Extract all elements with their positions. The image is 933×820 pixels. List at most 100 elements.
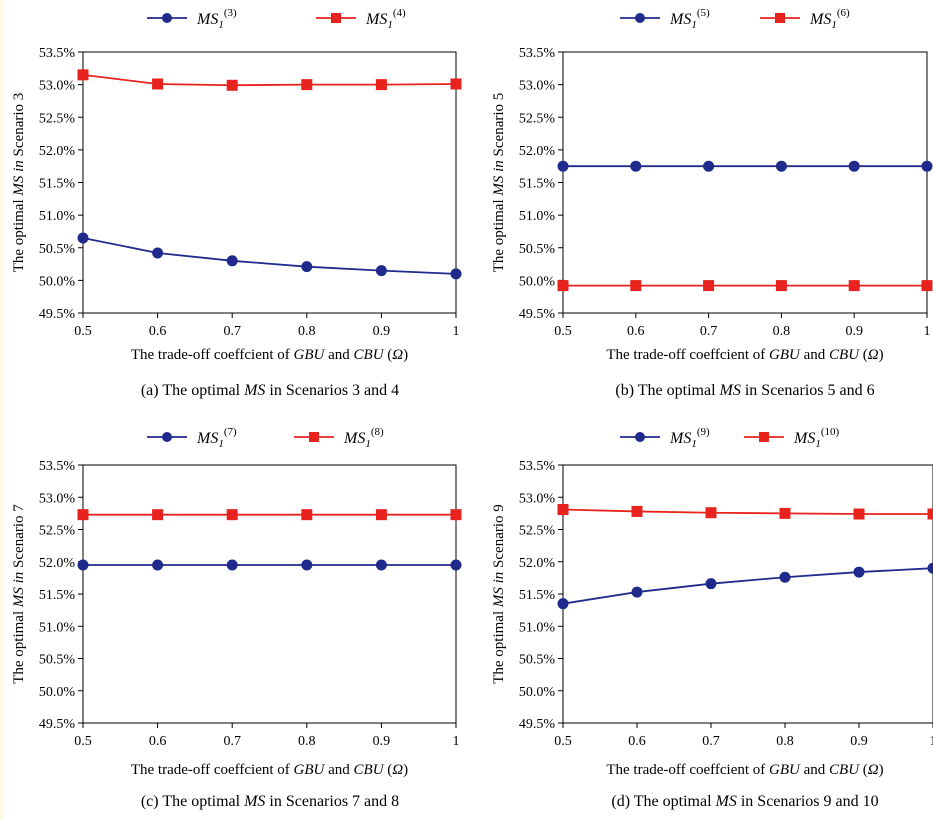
legend-label: MS1(4) — [365, 7, 406, 31]
y-tick-label: 51.0% — [519, 209, 556, 224]
data-point-square — [631, 505, 643, 517]
legend-marker-circle — [635, 13, 645, 23]
chart-panel-4: 49.5% 50.0% 50.5% 51.0% 51.5% 52.0% 52.5% 53.0%… — [491, 426, 933, 810]
y-axis-label: The optimal MS in Scenario 9 — [491, 504, 507, 684]
data-point-circle — [705, 578, 717, 590]
data-point-circle — [77, 232, 89, 244]
x-tick-label: 0.5 — [74, 734, 92, 749]
x-tick-label: 0.5 — [554, 324, 572, 339]
x-tick-label: 0.5 — [554, 734, 572, 749]
data-point-square — [853, 508, 865, 520]
legend-marker-square — [775, 13, 785, 23]
legend-marker-square — [309, 432, 319, 442]
y-tick-label: 52.5% — [39, 111, 76, 126]
y-tick-label: 53.0% — [39, 79, 76, 94]
y-tick-label: 49.5% — [39, 307, 76, 322]
chart-panel-1: 49.5% 50.0% 50.5% 51.0% 51.5% 52.0% 52.5% 53.0%… — [11, 7, 462, 399]
y-tick-label: 52.0% — [519, 556, 556, 571]
legend-label: MS1(8) — [343, 426, 384, 450]
legend-label: MS1(10) — [793, 426, 839, 450]
data-point-circle — [779, 571, 791, 583]
x-tick-label: 0.8 — [773, 324, 791, 339]
data-point-square — [557, 504, 569, 516]
legend-marker-circle — [162, 432, 172, 442]
data-point-circle — [375, 265, 387, 277]
data-point-circle — [775, 160, 787, 172]
legend-marker-circle — [635, 432, 645, 442]
data-point-square — [301, 509, 313, 521]
data-point-circle — [450, 559, 462, 571]
y-tick-label: 53.0% — [519, 79, 556, 94]
data-point-square — [375, 509, 387, 521]
y-axis-label: The optimal MS in Scenario 5 — [491, 93, 507, 273]
plot-frame — [82, 51, 457, 314]
y-tick-label: 50.0% — [519, 685, 556, 700]
data-point-square — [77, 509, 89, 521]
y-tick-label: 51.5% — [519, 588, 556, 603]
data-point-square — [226, 509, 238, 521]
y-tick-label: 49.5% — [519, 717, 556, 732]
y-tick-label: 52.5% — [519, 111, 556, 126]
data-point-square — [927, 508, 933, 520]
x-tick-label: 0.7 — [702, 734, 720, 749]
y-tick-label: 51.5% — [39, 177, 76, 192]
x-tick-label: 1 — [924, 324, 931, 339]
x-tick-label: 0.8 — [776, 734, 794, 749]
y-tick-label: 53.5% — [519, 46, 556, 61]
plot-frame — [82, 464, 457, 724]
data-point-square — [921, 280, 933, 292]
data-point-square — [152, 78, 164, 90]
x-tick-label: 1 — [930, 734, 933, 749]
data-point-circle — [927, 562, 933, 574]
panel-caption: (a) The optimal MS in Scenarios 3 and 4 — [141, 382, 399, 399]
x-tick-label: 0.9 — [373, 324, 391, 339]
legend-label: MS1(7) — [196, 426, 237, 450]
series-line-2 — [82, 73, 457, 87]
y-tick-label: 53.0% — [519, 491, 556, 506]
chart-panel-2: 49.5% 50.0% 50.5% 51.0% 51.5% 52.0% 52.5% 53.0%… — [491, 7, 933, 399]
legend-marker-circle — [162, 13, 172, 23]
y-tick-label: 50.0% — [519, 274, 556, 289]
x-axis-label: The trade-off coeffcient of GBU and CBU … — [131, 762, 408, 778]
y-tick-label: 53.5% — [39, 459, 76, 474]
y-tick-label: 50.5% — [39, 653, 76, 668]
data-point-circle — [226, 559, 238, 571]
data-point-circle — [703, 160, 715, 172]
data-point-square — [301, 79, 313, 91]
data-point-square — [705, 507, 717, 519]
y-tick-label: 50.5% — [519, 653, 556, 668]
y-tick-label: 49.5% — [39, 717, 76, 732]
x-tick-label: 1 — [453, 324, 460, 339]
y-axis-label: The optimal MS in Scenario 3 — [11, 93, 27, 273]
y-tick-label: 51.0% — [39, 209, 76, 224]
y-tick-label: 53.5% — [39, 46, 76, 61]
left-edge-stripe — [0, 0, 4, 820]
y-tick-label: 50.5% — [519, 242, 556, 257]
x-tick-label: 0.7 — [700, 324, 718, 339]
x-tick-label: 0.6 — [149, 324, 167, 339]
chart-panel-3: 49.5% 50.0% 50.5% 51.0% 51.5% 52.0% 52.5% 53.0%… — [11, 426, 462, 810]
x-tick-label: 0.6 — [149, 734, 167, 749]
y-tick-label: 52.0% — [39, 556, 76, 571]
legend-label: MS1(3) — [196, 7, 237, 31]
x-axis-label: The trade-off coeffcient of GBU and CBU … — [131, 347, 408, 363]
y-axis-label: The optimal MS in Scenario 7 — [11, 504, 27, 684]
data-point-circle — [301, 261, 313, 273]
y-tick-label: 53.5% — [519, 459, 556, 474]
data-point-circle — [152, 247, 164, 259]
plot-frame — [562, 464, 933, 724]
y-tick-label: 50.5% — [39, 242, 76, 257]
data-point-square — [779, 507, 791, 519]
data-point-circle — [152, 559, 164, 571]
x-tick-label: 0.6 — [628, 734, 646, 749]
data-point-circle — [921, 160, 933, 172]
x-tick-label: 0.6 — [627, 324, 645, 339]
x-tick-label: 0.8 — [298, 734, 316, 749]
data-point-circle — [226, 255, 238, 267]
legend-label: MS1(9) — [669, 426, 710, 450]
data-point-circle — [77, 559, 89, 571]
plot-frame — [562, 51, 928, 314]
data-point-circle — [375, 559, 387, 571]
x-tick-label: 1 — [453, 734, 460, 749]
